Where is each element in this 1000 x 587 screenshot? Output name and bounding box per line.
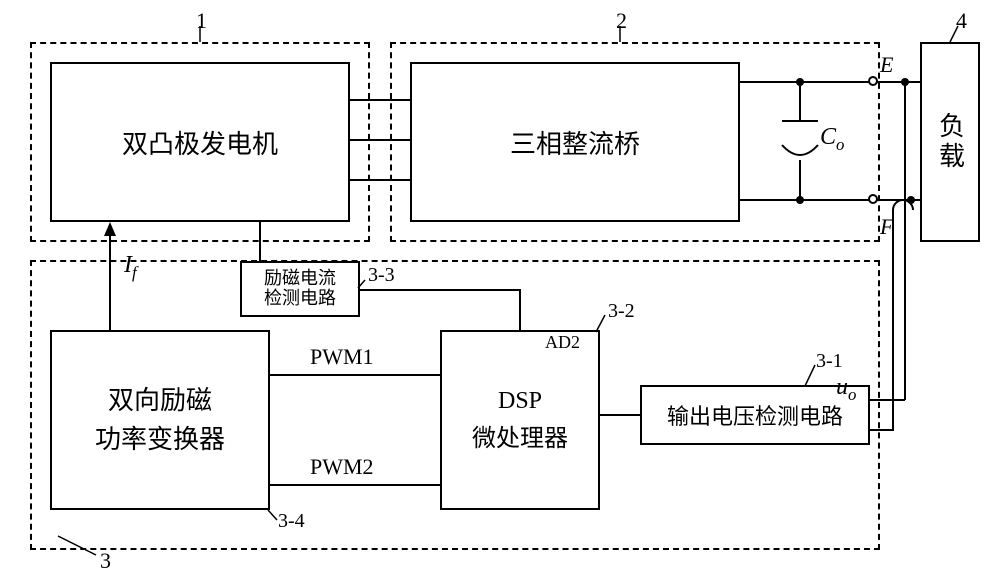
label-3-4: 3-4 [278,510,305,533]
wire-gen-rect-1 [350,99,410,101]
terminal-E [868,76,878,86]
block-generator: 双凸极发电机 [50,62,350,222]
block-dsp-label: DSP 微处理器 [472,382,568,459]
node-F-junction [907,196,915,204]
cap-plate-top [782,120,818,122]
label-pwm1: PWM1 [310,344,374,370]
label-3-2: 3-2 [608,300,635,323]
node-cap-bot [796,196,804,204]
block-field-current-detect: 励磁电流 检测电路 [240,261,360,317]
block-exciter: 双向励磁 功率变换器 [50,330,270,510]
block-vout-label: 输出电压检测电路 [667,399,843,431]
wire-pwm2 [270,484,440,486]
node-cap-top [796,78,804,86]
node-E-junction [901,78,909,86]
wire-rect-top [740,81,920,83]
terminal-F [868,194,878,204]
cap-lead-top [799,82,801,120]
block-fcur-label: 励磁电流 检测电路 [264,269,336,309]
label-group-2: 2 [616,8,627,34]
wire-gen-rect-2 [350,139,410,141]
wire-pwm1 [270,374,440,376]
wire-dsp-vout [600,414,640,416]
wire-vout-E-v [904,82,906,400]
label-uo: uo [836,374,856,405]
label-group-4: 4 [956,8,967,34]
wire-vout-E-h [870,399,905,401]
wire-fcur-dsp-h [360,289,520,291]
block-rectifier-label: 三相整流桥 [510,124,640,161]
block-exciter-label: 双向励磁 功率变换器 [95,381,225,459]
wire-gen-rect-3 [350,179,410,181]
cap-lead-bot [799,160,801,200]
label-3-3: 3-3 [368,264,395,287]
wire-rect-bot [740,199,920,201]
wire-vout-F-v [892,210,894,430]
label-pwm2: PWM2 [310,454,374,480]
label-group-1: 1 [196,8,207,34]
label-E: E [880,52,893,78]
label-F: F [880,214,893,240]
diagram-canvas: 双凸极发电机 三相整流桥 负载 双向励磁 功率变换器 DSP 微处理器 输出电压… [0,0,1000,587]
block-dsp: DSP 微处理器 [440,330,600,510]
block-generator-label: 双凸极发电机 [122,124,278,161]
block-load: 负载 [920,42,980,242]
label-Co: Co [820,124,844,155]
wire-vout-F-h [870,429,894,431]
label-If: If [124,252,137,283]
label-group-3: 3 [100,548,111,574]
label-ad2: AD2 [545,332,580,353]
block-load-label: 负载 [932,112,969,172]
wire-gen-fcur [259,222,261,261]
wire-fcur-dsp-v [519,289,521,330]
block-rectifier: 三相整流桥 [410,62,740,222]
label-3-1: 3-1 [816,350,843,373]
